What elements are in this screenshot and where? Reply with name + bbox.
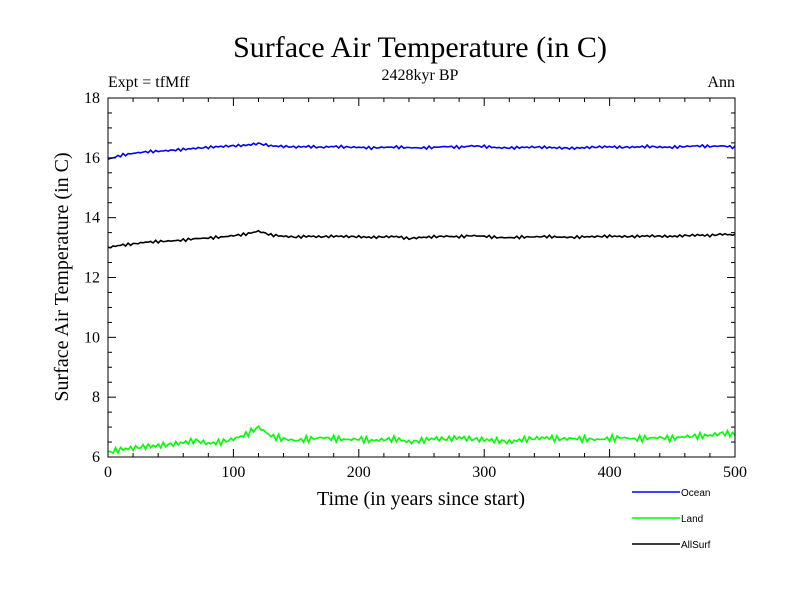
series-line-allsurf [107, 229, 736, 249]
chart-subtitle: 2428kyr BP [382, 67, 459, 84]
y-tick-label: 14 [84, 210, 100, 227]
plot-frame [107, 97, 736, 458]
legend-label-ocean: Ocean [681, 488, 710, 499]
y-tick-label: 8 [92, 389, 100, 406]
series-line-land [107, 425, 736, 455]
y-tick-label: 10 [84, 329, 100, 346]
series-line-ocean [107, 141, 736, 161]
x-tick-label: 300 [472, 464, 496, 481]
y-axis-label: Surface Air Temperature (in C) [51, 152, 73, 401]
legend-label-allsurf: AllSurf [681, 540, 711, 551]
legend-label-land: Land [681, 514, 703, 525]
x-tick-label: 400 [598, 464, 622, 481]
x-axis-label: Time (in years since start) [317, 488, 525, 510]
series-group [107, 141, 736, 455]
x-tick-label: 100 [221, 464, 245, 481]
y-tick-label: 12 [84, 270, 100, 287]
x-tick-label: 0 [104, 464, 112, 481]
ticks-group: 0 100 200 300 400 500 6 8 10 12 14 16 18 [84, 90, 747, 481]
y-tick-label: 6 [92, 449, 100, 466]
x-tick-label: 200 [347, 464, 371, 481]
season-label: Ann [707, 74, 735, 91]
legend: Ocean Land AllSurf [632, 488, 711, 551]
x-tick-label: 500 [723, 464, 747, 481]
chart-title: Surface Air Temperature (in C) [233, 31, 607, 64]
y-tick-label: 16 [84, 150, 100, 167]
experiment-label: Expt = tfMff [108, 74, 190, 91]
y-tick-label: 18 [84, 90, 100, 107]
